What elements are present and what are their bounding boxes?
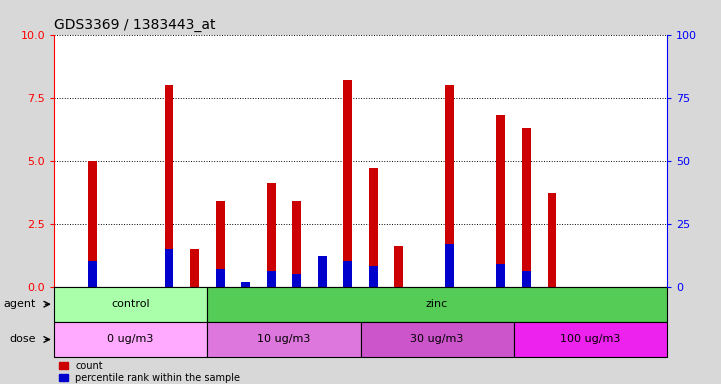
Text: 100 ug/m3: 100 ug/m3 <box>560 334 621 344</box>
Bar <box>54 322 208 357</box>
Bar <box>216 269 224 286</box>
Bar <box>513 322 667 357</box>
Bar <box>394 246 403 286</box>
Bar <box>292 274 301 286</box>
Bar <box>497 115 505 286</box>
Bar <box>208 286 667 322</box>
Bar <box>164 85 174 286</box>
Bar <box>318 257 327 286</box>
Bar <box>343 262 352 286</box>
Bar <box>267 271 275 286</box>
Bar <box>369 168 378 286</box>
Bar <box>241 281 250 286</box>
Bar <box>369 266 378 286</box>
Text: GDS3369 / 1383443_at: GDS3369 / 1383443_at <box>54 18 216 32</box>
Bar <box>522 271 531 286</box>
Bar <box>190 249 199 286</box>
Text: 0 ug/m3: 0 ug/m3 <box>107 334 154 344</box>
Bar <box>267 183 275 286</box>
Bar <box>54 286 208 322</box>
Text: control: control <box>111 299 150 309</box>
Text: 10 ug/m3: 10 ug/m3 <box>257 334 311 344</box>
Text: agent: agent <box>4 299 36 309</box>
Bar <box>497 264 505 286</box>
Bar <box>88 262 97 286</box>
Bar <box>216 201 224 286</box>
Bar <box>164 249 174 286</box>
Bar <box>360 322 513 357</box>
Bar <box>446 244 454 286</box>
Bar <box>88 161 97 286</box>
Text: 30 ug/m3: 30 ug/m3 <box>410 334 464 344</box>
Bar <box>343 80 352 286</box>
Bar <box>292 201 301 286</box>
Bar <box>446 85 454 286</box>
Text: dose: dose <box>9 334 36 344</box>
Bar <box>208 322 360 357</box>
Bar <box>547 193 557 286</box>
Bar <box>522 128 531 286</box>
Bar <box>318 264 327 286</box>
Legend: count, percentile rank within the sample: count, percentile rank within the sample <box>59 361 241 383</box>
Bar <box>241 283 250 286</box>
Text: zinc: zinc <box>426 299 448 309</box>
